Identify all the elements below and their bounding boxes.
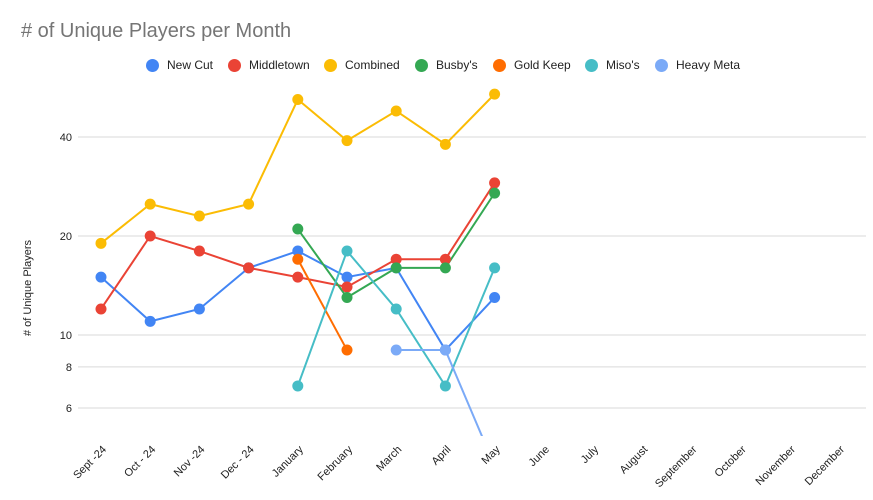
x-tick-label: September bbox=[653, 443, 700, 490]
x-tick-label: Oct - 24 bbox=[122, 444, 158, 480]
data-point bbox=[95, 237, 107, 249]
data-point bbox=[439, 253, 451, 265]
data-point bbox=[439, 380, 451, 392]
legend-item-busbys[interactable]: Busby's bbox=[415, 58, 478, 72]
x-tick-label: Nov -24 bbox=[172, 444, 208, 480]
legend-swatch bbox=[415, 58, 428, 72]
legend: New Cut Middletown Combined Busby's Gold… bbox=[0, 58, 873, 78]
data-point bbox=[439, 262, 451, 274]
x-tick-label: March bbox=[374, 444, 404, 474]
data-point bbox=[292, 380, 304, 392]
data-point bbox=[193, 303, 205, 315]
legend-label: Miso's bbox=[606, 58, 640, 72]
data-point bbox=[292, 94, 304, 106]
data-point bbox=[341, 135, 353, 147]
legend-label: New Cut bbox=[167, 58, 214, 72]
data-point bbox=[489, 292, 501, 304]
series-line bbox=[296, 192, 496, 299]
y-tick-label: 40 bbox=[60, 132, 72, 144]
data-point bbox=[144, 198, 156, 210]
x-tick-label: January bbox=[270, 443, 307, 480]
series-group bbox=[95, 88, 501, 436]
legend-label: Gold Keep bbox=[514, 58, 571, 72]
data-point bbox=[144, 315, 156, 327]
legend-item-new-cut[interactable]: New Cut bbox=[146, 58, 213, 72]
data-point bbox=[341, 344, 353, 356]
x-tick-label: November bbox=[754, 443, 799, 488]
y-tick-label: 10 bbox=[60, 330, 72, 342]
data-point bbox=[243, 262, 255, 274]
legend-item-heavy-meta[interactable]: Heavy Meta bbox=[655, 58, 740, 72]
data-point bbox=[292, 253, 304, 265]
legend-swatch bbox=[585, 58, 598, 72]
data-point bbox=[341, 292, 353, 304]
data-point bbox=[341, 271, 353, 283]
x-tick-label: Sept -24 bbox=[71, 444, 109, 482]
series-line bbox=[100, 93, 496, 245]
data-point bbox=[341, 281, 353, 293]
y-tick-label: 8 bbox=[66, 362, 72, 374]
legend-label: Busby's bbox=[436, 58, 478, 72]
data-point bbox=[341, 245, 353, 257]
legend-swatch bbox=[228, 58, 241, 72]
data-point bbox=[144, 230, 156, 242]
x-tick-label: October bbox=[713, 443, 749, 479]
y-tick-label: 6 bbox=[66, 403, 72, 415]
data-point bbox=[292, 245, 304, 257]
data-point bbox=[292, 271, 304, 283]
legend-swatch bbox=[146, 58, 159, 72]
legend-label: Combined bbox=[345, 58, 400, 72]
legend-label: Heavy Meta bbox=[676, 58, 741, 72]
data-point bbox=[193, 210, 205, 222]
legend-swatch bbox=[324, 58, 337, 72]
data-point bbox=[489, 177, 501, 189]
x-tick-label: February bbox=[316, 443, 356, 483]
data-point bbox=[390, 344, 402, 356]
data-point bbox=[489, 262, 501, 274]
data-point bbox=[390, 253, 402, 265]
x-tick-label: April bbox=[429, 444, 453, 468]
data-point bbox=[439, 344, 451, 356]
legend-item-misos[interactable]: Miso's bbox=[585, 58, 640, 72]
legend-item-gold-keep[interactable]: Gold Keep bbox=[493, 58, 571, 72]
legend-label: Middletown bbox=[249, 58, 310, 72]
legend-swatch bbox=[493, 58, 506, 72]
x-tick-label: June bbox=[527, 444, 552, 469]
data-point bbox=[489, 88, 501, 100]
data-point bbox=[243, 198, 255, 210]
data-point bbox=[193, 245, 205, 257]
series-line bbox=[296, 258, 348, 351]
data-point bbox=[439, 138, 451, 150]
x-tick-label: May bbox=[480, 443, 504, 467]
y-tick-label: 20 bbox=[60, 231, 72, 243]
y-axis-label: # of Unique Players bbox=[22, 240, 34, 336]
legend-swatch bbox=[655, 58, 668, 72]
legend-item-middletown[interactable]: Middletown bbox=[228, 58, 310, 72]
data-point bbox=[390, 105, 402, 117]
data-point bbox=[95, 271, 107, 283]
data-point bbox=[489, 187, 501, 199]
x-tick-label: December bbox=[803, 443, 848, 488]
x-tick-label: July bbox=[579, 443, 602, 466]
data-point bbox=[390, 303, 402, 315]
chart-title: # of Unique Players per Month bbox=[21, 20, 292, 42]
data-point bbox=[95, 303, 107, 315]
data-point bbox=[292, 223, 304, 235]
x-tick-label: Dec - 24 bbox=[219, 444, 257, 482]
x-tick-label: August bbox=[618, 444, 651, 477]
legend-item-combined[interactable]: Combined bbox=[324, 58, 400, 72]
data-point bbox=[390, 262, 402, 274]
